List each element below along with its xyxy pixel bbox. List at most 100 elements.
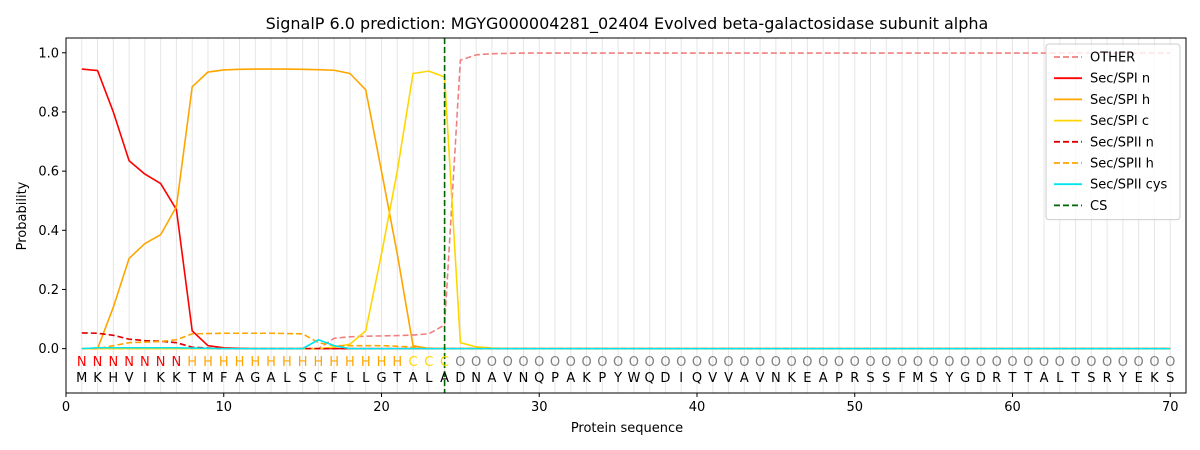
residue-label: M bbox=[76, 371, 87, 386]
region-label: N bbox=[108, 355, 118, 370]
x-tick-label: 0 bbox=[62, 400, 70, 415]
residue-label: A bbox=[409, 371, 418, 386]
y-tick-label: 0.0 bbox=[38, 342, 59, 357]
region-label: O bbox=[960, 355, 970, 370]
residue-label: M bbox=[912, 371, 923, 386]
region-label: H bbox=[266, 355, 276, 370]
residue-label: S bbox=[866, 371, 874, 386]
residue-label: S bbox=[882, 371, 890, 386]
region-label: O bbox=[708, 355, 718, 370]
residue-label: Q bbox=[645, 371, 655, 386]
residue-label: N bbox=[771, 371, 781, 386]
residue-label: T bbox=[1071, 371, 1080, 386]
residue-label: A bbox=[235, 371, 244, 386]
x-tick-label: 30 bbox=[531, 400, 548, 415]
y-tick-label: 0.8 bbox=[38, 105, 59, 120]
region-label: H bbox=[250, 355, 260, 370]
y-tick-label: 0.4 bbox=[38, 224, 59, 239]
residue-label: T bbox=[1008, 371, 1017, 386]
residue-label: P bbox=[835, 371, 843, 386]
x-tick-label: 60 bbox=[1004, 400, 1021, 415]
residue-label: V bbox=[125, 371, 134, 386]
region-label: O bbox=[976, 355, 986, 370]
region-label: N bbox=[156, 355, 166, 370]
residue-label: S bbox=[929, 371, 937, 386]
region-label: N bbox=[124, 355, 134, 370]
residue-label: S bbox=[1087, 371, 1095, 386]
region-label: O bbox=[755, 355, 765, 370]
region-label: H bbox=[219, 355, 229, 370]
chart-title: SignalP 6.0 prediction: MGYG000004281_02… bbox=[266, 14, 989, 34]
region-label: H bbox=[282, 355, 292, 370]
region-label: O bbox=[676, 355, 686, 370]
region-label: O bbox=[471, 355, 481, 370]
residue-label: D bbox=[455, 371, 465, 386]
region-label: C bbox=[409, 355, 418, 370]
series-line-sec-spii-h bbox=[81, 332, 1171, 350]
residue-label: C bbox=[314, 371, 323, 386]
region-label: H bbox=[361, 355, 371, 370]
region-label: C bbox=[440, 355, 449, 370]
region-label: O bbox=[1039, 355, 1049, 370]
region-label: O bbox=[487, 355, 497, 370]
residue-label: A bbox=[819, 371, 828, 386]
legend-label: Sec/SPI n bbox=[1090, 72, 1150, 87]
region-label: O bbox=[455, 355, 465, 370]
sequence-labels: NMNKNHNVNINKNKHTHMHFHAHGHAHLHSHCHFHLHLHG… bbox=[76, 355, 1175, 386]
residue-label: A bbox=[1040, 371, 1049, 386]
region-label: O bbox=[1165, 355, 1175, 370]
region-label: H bbox=[298, 355, 308, 370]
residue-label: Y bbox=[1118, 371, 1127, 386]
residue-label: P bbox=[598, 371, 606, 386]
region-label: O bbox=[534, 355, 544, 370]
residue-label: L bbox=[362, 371, 370, 386]
vertical-gridlines bbox=[81, 38, 1171, 393]
region-label: N bbox=[140, 355, 150, 370]
residue-label: A bbox=[440, 371, 449, 386]
residue-label: K bbox=[172, 371, 181, 386]
y-tick-label: 0.2 bbox=[38, 283, 59, 298]
legend-label: Sec/SPI c bbox=[1090, 114, 1149, 129]
residue-label: H bbox=[108, 371, 118, 386]
x-tick-label: 10 bbox=[215, 400, 232, 415]
region-label: H bbox=[235, 355, 245, 370]
region-label: N bbox=[77, 355, 87, 370]
region-label: H bbox=[345, 355, 355, 370]
legend: OTHER Sec/SPI n Sec/SPI h Sec/SPI c Sec/SPII… bbox=[1045, 43, 1181, 221]
residue-label: E bbox=[803, 371, 811, 386]
x-tick-label: 40 bbox=[689, 400, 706, 415]
residue-label: G bbox=[376, 371, 386, 386]
region-label: O bbox=[518, 355, 528, 370]
residue-label: T bbox=[1023, 371, 1032, 386]
region-label: O bbox=[739, 355, 749, 370]
residue-label: F bbox=[330, 371, 337, 386]
region-label: O bbox=[913, 355, 923, 370]
legend-label: CS bbox=[1090, 199, 1107, 214]
region-label: O bbox=[550, 355, 560, 370]
region-label: O bbox=[581, 355, 591, 370]
region-label: O bbox=[1118, 355, 1128, 370]
region-label: H bbox=[392, 355, 402, 370]
residue-label: F bbox=[220, 371, 227, 386]
residue-label: K bbox=[582, 371, 591, 386]
residue-label: A bbox=[566, 371, 575, 386]
region-label: H bbox=[377, 355, 387, 370]
residue-label: S bbox=[298, 371, 306, 386]
residue-label: L bbox=[425, 371, 433, 386]
y-tick-label: 1.0 bbox=[38, 46, 59, 61]
residue-label: W bbox=[627, 371, 640, 386]
residue-label: I bbox=[679, 371, 683, 386]
residue-label: V bbox=[724, 371, 733, 386]
region-label: O bbox=[1070, 355, 1080, 370]
region-label: O bbox=[645, 355, 655, 370]
residue-label: N bbox=[519, 371, 529, 386]
residue-label: L bbox=[283, 371, 291, 386]
region-label: O bbox=[818, 355, 828, 370]
region-label: H bbox=[329, 355, 339, 370]
axes: 0 10 20 30 40 50 60 70 0.0 0.2 0.4 0.6 0.8 1.0 bbox=[38, 37, 1187, 415]
region-label: O bbox=[1007, 355, 1017, 370]
region-label: O bbox=[597, 355, 607, 370]
residue-label: G bbox=[960, 371, 970, 386]
series-lines bbox=[81, 52, 1171, 350]
region-label: O bbox=[881, 355, 891, 370]
